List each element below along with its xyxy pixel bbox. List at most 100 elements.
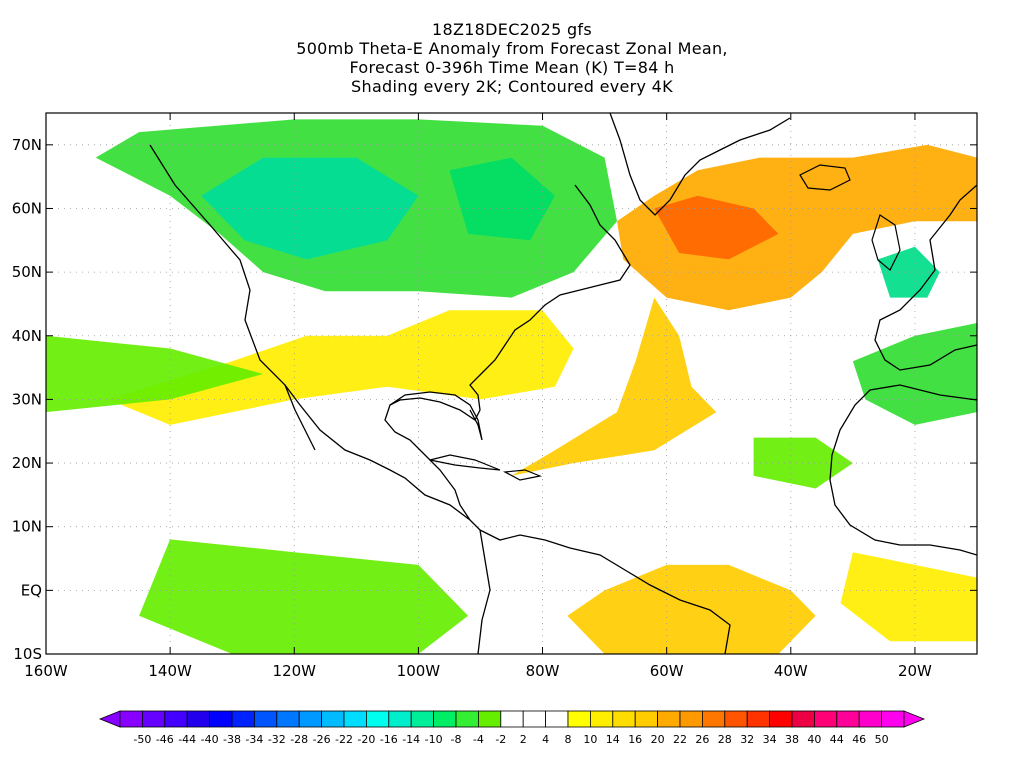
colorbar-swatch <box>298 710 323 728</box>
lat-tick-label: 60N <box>12 199 42 217</box>
colorbar-swatch <box>545 710 569 728</box>
anomaly-shading <box>46 119 977 654</box>
colorbar-arrow-left <box>98 710 121 728</box>
anomaly-region-1 <box>201 157 419 260</box>
colorbar-swatch <box>433 710 457 728</box>
colorbar-swatch <box>321 710 345 728</box>
colorbar-swatch <box>343 710 367 728</box>
colorbar-swatch <box>590 710 614 728</box>
colorbar-label: 4 <box>542 733 549 746</box>
anomaly-region-7 <box>511 297 717 476</box>
lat-tick-label: 30N <box>12 390 42 408</box>
colorbar-label: -46 <box>156 733 174 746</box>
anomaly-region-9 <box>139 539 469 654</box>
colorbar-swatch <box>477 710 502 728</box>
lat-tick-label: 10N <box>12 518 42 536</box>
anomaly-region-3 <box>617 144 977 311</box>
colorbar-label: 50 <box>875 733 889 746</box>
hispaniola-outline <box>502 469 543 481</box>
colorbar-label: -50 <box>133 733 151 746</box>
colorbar-label: 38 <box>785 733 799 746</box>
colorbar-swatch <box>634 710 659 728</box>
lon-tick-label: 80W <box>526 662 560 680</box>
colorbar-label: -40 <box>201 733 219 746</box>
colorbar-swatch <box>567 710 591 728</box>
colorbar-label: -26 <box>313 733 331 746</box>
colorbar-label: 20 <box>651 733 665 746</box>
colorbar-label: -44 <box>178 733 196 746</box>
colorbar-swatch <box>119 710 143 728</box>
colorbar-label: -20 <box>357 733 375 746</box>
colorbar-swatch <box>253 710 278 728</box>
colorbar-swatch <box>769 710 793 728</box>
colorbar: -50 -46 -44 -40 -38 -34 -32 -28 -26 -22 -20 -16 -14-… <box>98 710 926 746</box>
map-frame <box>45 112 978 655</box>
colorbar-label: 2 <box>520 733 527 746</box>
colorbar-label: -34 <box>245 733 263 746</box>
british-isles-outline <box>871 214 901 271</box>
colorbar-swatch <box>858 710 883 728</box>
title-line-1: 18Z18DEC2025 gfs <box>431 20 592 39</box>
colorbar-swatch <box>814 710 838 728</box>
colorbar-label: -16 <box>380 733 398 746</box>
colorbar-swatch <box>679 710 703 728</box>
lon-tick-label: 160W <box>24 662 68 680</box>
anomaly-region-6 <box>108 310 574 425</box>
lat-tick-label: 40N <box>12 327 42 345</box>
anomaly-region-2 <box>449 157 555 241</box>
colorbar-swatch <box>164 710 188 728</box>
colorbar-label: 14 <box>606 733 620 746</box>
colorbar-label: -2 <box>495 733 506 746</box>
colorbar-label: -22 <box>335 733 353 746</box>
colorbar-swatch <box>231 710 255 728</box>
colorbar-swatch <box>702 710 726 728</box>
colorbar-label: -28 <box>290 733 308 746</box>
anomaly-region-12 <box>567 564 816 654</box>
chart-title: 18Z18DEC2025 gfs 500mb Theta-E Anomaly f… <box>0 20 1024 96</box>
colorbar-swatch <box>365 710 390 728</box>
colorbar-swatch <box>657 710 681 728</box>
colorbar-label: 40 <box>807 733 821 746</box>
title-line-2: 500mb Theta-E Anomaly from Forecast Zona… <box>296 39 728 58</box>
graticule <box>46 113 977 654</box>
colorbar-label: 22 <box>673 733 687 746</box>
anomaly-region-10 <box>852 323 977 425</box>
africa-coastline <box>829 384 977 556</box>
lat-tick-label: 70N <box>12 136 42 154</box>
colorbar-label: -10 <box>425 733 443 746</box>
colorbar-swatch <box>410 710 435 728</box>
colorbar-swatch <box>455 710 479 728</box>
lon-tick-label: 60W <box>650 662 684 680</box>
iceland-outline <box>799 164 851 191</box>
colorbar-swatch <box>209 710 233 728</box>
cuba-outline <box>429 454 501 471</box>
anomaly-region-11 <box>753 437 853 489</box>
title-line-3: Forecast 0-396h Time Mean (K) T=84 h <box>349 58 675 77</box>
colorbar-swatch <box>612 710 636 728</box>
colorbar-label: -14 <box>402 733 420 746</box>
colorbar-swatch <box>186 710 210 728</box>
lon-tick-label: 120W <box>273 662 317 680</box>
title-line-4: Shading every 2K; Contoured every 4K <box>351 77 673 96</box>
coastlines <box>149 113 977 654</box>
colorbar-swatch <box>141 710 166 728</box>
colorbar-label: 34 <box>763 733 777 746</box>
colorbar-label: 8 <box>565 733 572 746</box>
colorbar-label: 16 <box>628 733 642 746</box>
north-america-coastline <box>149 144 631 531</box>
anomaly-region-4 <box>654 195 779 260</box>
lon-tick-label: 100W <box>397 662 441 680</box>
greenland-coastline <box>609 113 791 216</box>
colorbar-swatch <box>500 710 524 728</box>
colorbar-swatch <box>522 710 547 728</box>
lat-tick-label: 20N <box>12 454 42 472</box>
colorbar-swatch <box>836 710 860 728</box>
colorbar-swatch <box>791 710 815 728</box>
colorbar-label: 28 <box>718 733 732 746</box>
colorbar-label: 32 <box>740 733 754 746</box>
south-america-coastline <box>477 529 731 654</box>
lon-tick-label: 140W <box>148 662 192 680</box>
lon-tick-label: 20W <box>898 662 932 680</box>
colorbar-label: 10 <box>583 733 597 746</box>
